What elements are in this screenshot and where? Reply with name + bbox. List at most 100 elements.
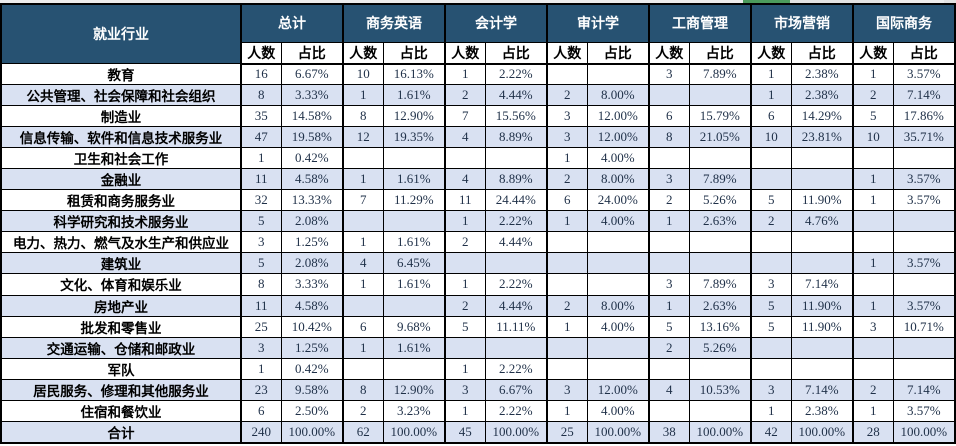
count-cell[interactable]: 1 <box>342 273 384 296</box>
ratio-cell[interactable] <box>382 294 446 317</box>
subheader-ratio[interactable]: 占比 <box>280 41 344 65</box>
group-header-business-admin[interactable]: 工商管理 <box>648 3 752 43</box>
ratio-cell[interactable]: 2.38% <box>790 62 854 86</box>
ratio-cell[interactable] <box>586 336 650 359</box>
count-cell[interactable] <box>852 210 894 233</box>
ratio-cell[interactable]: 19.35% <box>382 126 446 149</box>
count-cell[interactable]: 1 <box>852 62 894 86</box>
count-cell[interactable]: 1 <box>648 210 690 233</box>
ratio-cell[interactable] <box>892 231 956 254</box>
industry-cell[interactable]: 合计 <box>0 420 242 444</box>
count-cell[interactable]: 3 <box>240 336 282 359</box>
count-cell[interactable] <box>546 231 588 254</box>
ratio-cell[interactable]: 2.63% <box>688 210 752 233</box>
ratio-cell[interactable]: 3.57% <box>892 399 956 422</box>
ratio-cell[interactable]: 3.23% <box>382 399 446 422</box>
ratio-cell[interactable]: 100.00% <box>790 420 854 444</box>
group-header-auditing[interactable]: 审计学 <box>546 3 650 43</box>
count-cell[interactable]: 3 <box>444 378 486 401</box>
count-cell[interactable]: 240 <box>240 420 282 444</box>
ratio-cell[interactable] <box>892 147 956 170</box>
count-cell[interactable]: 8 <box>342 105 384 128</box>
count-cell[interactable]: 3 <box>750 273 792 296</box>
count-cell[interactable]: 5 <box>852 105 894 128</box>
ratio-cell[interactable]: 11.90% <box>790 189 854 212</box>
ratio-cell[interactable]: 12.00% <box>586 378 650 401</box>
ratio-cell[interactable]: 2.22% <box>484 210 548 233</box>
count-cell[interactable]: 1 <box>444 357 486 380</box>
ratio-cell[interactable] <box>790 336 854 359</box>
count-cell[interactable] <box>546 357 588 380</box>
count-cell[interactable] <box>546 336 588 359</box>
ratio-cell[interactable]: 11.90% <box>790 315 854 338</box>
ratio-cell[interactable] <box>790 252 854 275</box>
count-cell[interactable]: 5 <box>750 294 792 317</box>
ratio-cell[interactable]: 2.08% <box>280 210 344 233</box>
count-cell[interactable]: 28 <box>852 420 894 444</box>
ratio-cell[interactable]: 12.00% <box>586 105 650 128</box>
count-cell[interactable]: 10 <box>342 62 384 86</box>
count-cell[interactable]: 5 <box>750 189 792 212</box>
count-cell[interactable] <box>750 336 792 359</box>
ratio-cell[interactable] <box>484 147 548 170</box>
ratio-cell[interactable]: 1.61% <box>382 231 446 254</box>
ratio-cell[interactable]: 24.44% <box>484 189 548 212</box>
ratio-cell[interactable] <box>382 357 446 380</box>
count-cell[interactable]: 8 <box>240 273 282 296</box>
count-cell[interactable]: 2 <box>444 84 486 107</box>
subheader-count[interactable]: 人数 <box>444 41 486 65</box>
count-cell[interactable]: 1 <box>342 231 384 254</box>
count-cell[interactable]: 11 <box>240 168 282 191</box>
subheader-ratio[interactable]: 占比 <box>382 41 446 65</box>
count-cell[interactable]: 32 <box>240 189 282 212</box>
ratio-cell[interactable] <box>790 357 854 380</box>
count-cell[interactable]: 7 <box>444 105 486 128</box>
ratio-cell[interactable]: 4.00% <box>586 399 650 422</box>
count-cell[interactable]: 2 <box>546 168 588 191</box>
count-cell[interactable] <box>648 252 690 275</box>
ratio-cell[interactable]: 10.71% <box>892 315 956 338</box>
ratio-cell[interactable]: 2.63% <box>688 294 752 317</box>
count-cell[interactable] <box>750 168 792 191</box>
ratio-cell[interactable] <box>688 84 752 107</box>
ratio-cell[interactable] <box>892 210 956 233</box>
count-cell[interactable]: 2 <box>342 399 384 422</box>
industry-cell[interactable]: 房地产业 <box>0 294 242 317</box>
count-cell[interactable] <box>852 231 894 254</box>
ratio-cell[interactable]: 1.61% <box>382 168 446 191</box>
ratio-cell[interactable] <box>382 210 446 233</box>
ratio-cell[interactable]: 0.42% <box>280 147 344 170</box>
group-header-intl-business[interactable]: 国际商务 <box>852 3 956 43</box>
industry-cell[interactable]: 军队 <box>0 357 242 380</box>
ratio-cell[interactable]: 0.42% <box>280 357 344 380</box>
count-cell[interactable]: 35 <box>240 105 282 128</box>
ratio-cell[interactable]: 4.44% <box>484 231 548 254</box>
industry-cell[interactable]: 文化、体育和娱乐业 <box>0 273 242 296</box>
ratio-cell[interactable]: 7.14% <box>892 378 956 401</box>
count-cell[interactable]: 6 <box>546 189 588 212</box>
ratio-cell[interactable]: 3.33% <box>280 84 344 107</box>
count-cell[interactable] <box>546 252 588 275</box>
count-cell[interactable]: 3 <box>852 315 894 338</box>
industry-cell[interactable]: 信息传输、软件和信息技术服务业 <box>0 126 242 149</box>
ratio-cell[interactable]: 8.00% <box>586 294 650 317</box>
count-cell[interactable] <box>342 210 384 233</box>
count-cell[interactable]: 25 <box>240 315 282 338</box>
ratio-cell[interactable]: 7.89% <box>688 273 752 296</box>
ratio-cell[interactable]: 35.71% <box>892 126 956 149</box>
ratio-cell[interactable]: 7.14% <box>790 378 854 401</box>
count-cell[interactable]: 8 <box>240 84 282 107</box>
count-cell[interactable]: 2 <box>444 294 486 317</box>
count-cell[interactable]: 11 <box>240 294 282 317</box>
count-cell[interactable]: 2 <box>546 294 588 317</box>
count-cell[interactable]: 3 <box>648 168 690 191</box>
ratio-cell[interactable]: 1.61% <box>382 336 446 359</box>
ratio-cell[interactable]: 100.00% <box>382 420 446 444</box>
industry-cell[interactable]: 卫生和社会工作 <box>0 147 242 170</box>
industry-cell[interactable]: 建筑业 <box>0 252 242 275</box>
count-cell[interactable]: 3 <box>648 273 690 296</box>
ratio-cell[interactable]: 8.89% <box>484 126 548 149</box>
count-cell[interactable] <box>852 273 894 296</box>
ratio-cell[interactable]: 4.44% <box>484 84 548 107</box>
subheader-ratio[interactable]: 占比 <box>484 41 548 65</box>
